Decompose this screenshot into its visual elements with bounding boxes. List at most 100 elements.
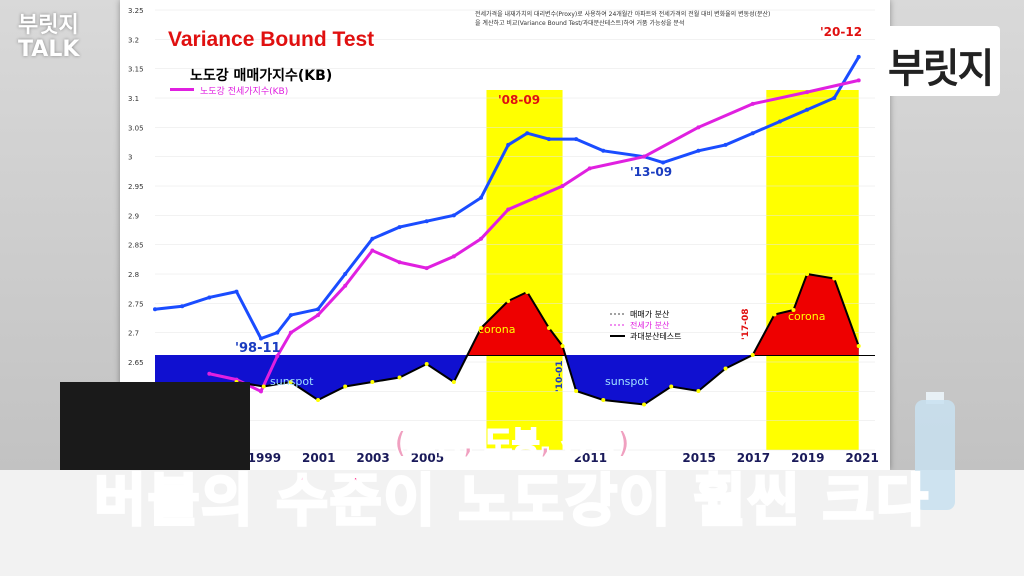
brand-logo: 부릿지 [880, 26, 1000, 96]
shaded-zone-0 [486, 90, 563, 450]
annotation-17-08: '17-08 [741, 308, 751, 340]
area-label-corona-1: corona [478, 323, 516, 336]
series-2-point-15 [546, 326, 551, 330]
variance-bound-chart: 2.52.552.62.652.72.752.82.852.92.9533.05… [128, 7, 879, 465]
series-2-point-28 [856, 344, 861, 348]
bottom-legend-item-1: 전세가 분산 [630, 320, 670, 330]
series-1-point-9 [424, 266, 429, 271]
series-2-point-17 [574, 389, 579, 393]
area-label-corona-2: corona [788, 310, 826, 323]
x-tick-label-10: 2021 [845, 451, 878, 465]
series-0-point-0 [153, 307, 157, 312]
area-label-sunspot-2: sunspot [605, 375, 649, 388]
area-label-sunspot-1: sunspot [270, 375, 314, 388]
series-0-point-24 [777, 119, 782, 124]
series-0-point-3 [234, 289, 239, 294]
series-2-point-10 [424, 362, 429, 366]
series-1-point-14 [560, 184, 565, 188]
y-tick-label-11: 3.05 [128, 124, 144, 132]
annotation-10-01: '10-01 [555, 360, 565, 392]
series-1-point-13 [533, 195, 538, 200]
channel-logo-line1: 부릿지 [18, 13, 79, 38]
series-2-point-4 [261, 384, 266, 389]
series-2-point-12 [479, 326, 484, 330]
series-0-point-23 [750, 131, 755, 136]
series-2-point-9 [397, 375, 402, 380]
series-2-point-18 [601, 398, 606, 402]
series-2-point-8 [370, 380, 375, 384]
series-0-point-7 [316, 307, 321, 312]
y-tick-label-7: 2.85 [128, 242, 144, 250]
chart-note: 전세가격을 내재가치의 대리변수(Proxy)로 사용하여 24개월간 아파트와… [475, 11, 771, 27]
series-2-point-5 [288, 380, 293, 384]
series-2-point-19 [642, 402, 647, 407]
series-1-point-12 [506, 207, 511, 212]
series-1-point-16 [642, 154, 647, 159]
series-2-point-21 [696, 389, 701, 393]
y-tick-label-15: 3.25 [128, 7, 144, 15]
series-2-point-11 [451, 380, 456, 384]
series-2-point-24 [772, 312, 777, 317]
series-0-point-20 [661, 160, 666, 165]
series-0-point-10 [397, 225, 402, 230]
bottom-legend: 매매가 분산 전세가 분산 과대분산테스트 [610, 309, 682, 341]
zero-line [155, 355, 875, 356]
series-0-point-9 [370, 236, 375, 241]
legend-swatch-jeonse [170, 88, 194, 91]
x-tick-label-7: 2015 [682, 451, 715, 465]
series-2-point-7 [343, 384, 348, 389]
y-tick-label-8: 2.9 [128, 212, 139, 220]
series-0-point-1 [180, 304, 185, 309]
legend-jeonse: 노도강 전세가지수(KB) [200, 86, 288, 97]
series-1-point-7 [370, 248, 375, 253]
y-tick-label-5: 2.75 [128, 300, 144, 308]
series-0-point-15 [525, 131, 530, 136]
series-0-point-14 [506, 142, 511, 147]
series-0-point-17 [574, 137, 579, 142]
y-tick-label-13: 3.15 [128, 66, 144, 74]
x-tick-label-3: 2001 [302, 451, 335, 465]
x-tick-label-9: 2019 [791, 451, 824, 465]
series-1-point-6 [343, 283, 348, 288]
series-0-point-2 [207, 295, 212, 300]
annotation-98-11: '98-11 [235, 341, 281, 356]
series-2-point-14 [525, 290, 530, 294]
chart-title: Variance Bound Test [168, 28, 374, 51]
series-1-point-4 [288, 330, 293, 335]
series-0-point-25 [805, 107, 810, 112]
caption-big: 버블의 수준이 노도강이 훨씬 크다 [93, 468, 930, 536]
test-area-positive [155, 274, 859, 355]
caption-small: (노원, 도봉, 강북) [393, 425, 632, 462]
series-1-point-0 [207, 371, 212, 376]
series-0-point-12 [451, 213, 456, 218]
series-0-point-16 [546, 137, 551, 142]
chart-subtitle: 노도강 매매가지수(KB) [190, 67, 332, 84]
x-tick-label-2: 1999 [248, 451, 281, 465]
series-0-point-6 [288, 313, 293, 318]
annotation-13-09: '13-09 [630, 165, 672, 179]
series-1-point-11 [479, 236, 484, 241]
x-tick-label-8: 2017 [737, 451, 770, 465]
series-2-point-26 [805, 272, 810, 276]
series-0-point-18 [601, 148, 606, 153]
y-tick-label-3: 2.65 [128, 359, 144, 367]
y-tick-label-14: 3.2 [128, 36, 139, 44]
series-0-point-8 [343, 272, 348, 276]
channel-logo: 부릿지 TALK [18, 14, 79, 62]
y-tick-label-6: 2.8 [128, 271, 139, 279]
x-tick-label-5: 2005 [411, 451, 444, 465]
series-1-point-19 [805, 90, 810, 95]
water-bottle [915, 400, 955, 510]
series-2-point-20 [669, 384, 674, 389]
series-0-point-5 [275, 330, 280, 335]
series-0-point-4 [258, 336, 263, 341]
series-line-0 [154, 56, 860, 341]
series-0-point-13 [479, 195, 484, 200]
series-2-point-22 [723, 366, 728, 371]
annotation-20-12: '20-12 [820, 25, 862, 39]
series-1-point-18 [750, 101, 755, 106]
x-tick-label-6: 2011 [574, 451, 607, 465]
series-1-point-8 [397, 260, 402, 265]
series-1-point-2 [258, 389, 263, 394]
series-2-point-23 [750, 353, 755, 357]
